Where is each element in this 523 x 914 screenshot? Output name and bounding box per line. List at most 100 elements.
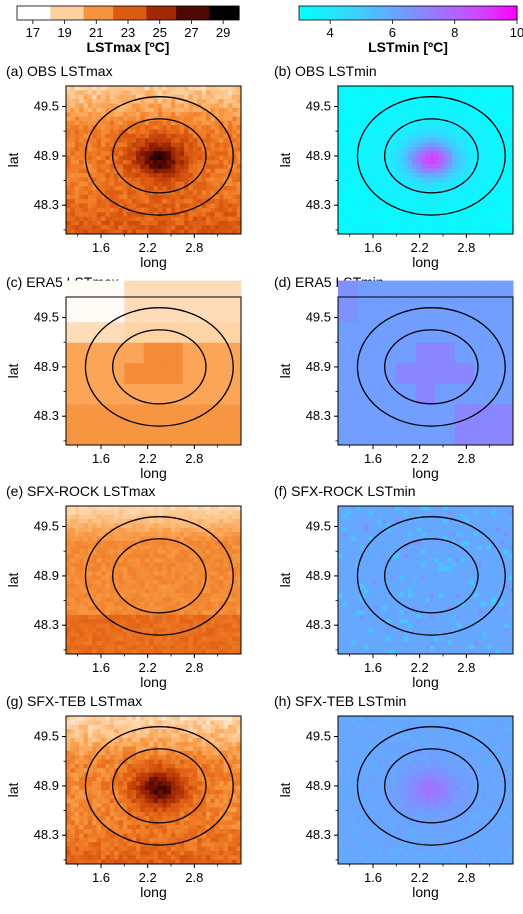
heatmap-cell xyxy=(219,619,224,624)
heatmap-cell xyxy=(364,203,370,209)
heatmap-cell xyxy=(74,133,80,139)
heatmap-cell xyxy=(188,112,194,117)
heatmap-cell xyxy=(386,116,391,122)
heatmap-cell xyxy=(491,190,496,196)
heatmap-cell xyxy=(179,177,185,183)
heatmap-cell xyxy=(394,614,400,620)
heatmap-cell xyxy=(456,225,461,231)
heatmap-cell xyxy=(373,571,378,577)
heatmap-cell xyxy=(197,606,203,611)
heatmap-cell xyxy=(118,216,124,222)
heatmap-cell xyxy=(179,514,185,520)
heatmap-cell xyxy=(425,112,431,117)
heatmap-cell xyxy=(192,640,198,646)
heatmap-cell xyxy=(346,133,352,139)
heatmap-cell xyxy=(122,640,128,646)
heatmap-cell xyxy=(456,216,461,222)
heatmap-cell xyxy=(201,168,207,174)
heatmap-cell xyxy=(153,649,159,655)
heatmap-cell xyxy=(386,597,391,603)
heatmap-cell xyxy=(74,514,80,520)
heatmap-cell xyxy=(368,86,374,91)
heatmap-cell xyxy=(359,177,365,183)
heatmap-cell xyxy=(390,580,396,585)
heatmap-cell xyxy=(188,588,194,594)
heatmap-cell xyxy=(92,523,98,529)
heatmap-cell xyxy=(144,120,150,126)
heatmap-cell xyxy=(386,99,391,104)
heatmap-cell xyxy=(157,225,163,231)
heatmap-cell xyxy=(105,623,111,629)
heatmap-cell xyxy=(429,186,435,191)
heatmap-cell xyxy=(96,120,102,126)
heatmap-cell xyxy=(373,606,378,611)
heatmap-cell xyxy=(403,203,409,209)
heatmap-cell xyxy=(162,649,168,655)
heatmap-cell xyxy=(219,216,224,222)
heatmap-cell xyxy=(377,133,383,139)
heatmap-cell xyxy=(443,142,448,148)
heatmap-cell xyxy=(429,164,435,170)
heatmap-cell xyxy=(127,190,133,196)
heatmap-cell xyxy=(210,142,216,148)
heatmap-cell xyxy=(131,523,137,529)
heatmap-cell xyxy=(399,649,405,655)
heatmap-cell xyxy=(342,645,348,651)
heatmap-cell xyxy=(175,225,181,231)
heatmap-cell xyxy=(140,181,146,187)
heatmap-cell xyxy=(192,623,198,629)
heatmap-cell xyxy=(482,203,488,209)
heatmap-cell xyxy=(364,173,370,178)
heatmap-cell xyxy=(425,194,431,200)
heatmap-cell xyxy=(390,212,396,217)
heatmap-cell xyxy=(175,160,181,165)
heatmap-cell xyxy=(101,125,106,130)
heatmap-cell xyxy=(136,164,141,170)
colorbar-swatch xyxy=(194,6,199,20)
heatmap-cell xyxy=(438,216,444,222)
heatmap-cell xyxy=(232,173,238,178)
heatmap-cell xyxy=(464,212,470,217)
heatmap-cell xyxy=(214,649,220,655)
heatmap-cell xyxy=(171,225,176,231)
heatmap-cell xyxy=(473,199,479,204)
heatmap-cell xyxy=(92,138,98,143)
heatmap-cell xyxy=(338,623,343,629)
heatmap-cell xyxy=(469,194,475,200)
heatmap-cell xyxy=(131,571,137,577)
heatmap-cell xyxy=(210,125,216,130)
heatmap-cell xyxy=(122,601,128,607)
heatmap-cell xyxy=(227,173,233,178)
heatmap-cell xyxy=(149,532,154,537)
heatmap-cell xyxy=(368,553,374,559)
heatmap-cell xyxy=(136,588,141,594)
heatmap-cell xyxy=(114,133,119,139)
heatmap-cell xyxy=(188,510,194,516)
heatmap-cell xyxy=(144,199,150,204)
heatmap-cell xyxy=(74,177,80,183)
heatmap-cell xyxy=(390,190,396,196)
heatmap-cell xyxy=(219,138,224,143)
colorbar-swatch xyxy=(179,6,185,20)
heatmap-cell xyxy=(153,112,159,117)
heatmap-cell xyxy=(368,229,374,235)
heatmap-cell xyxy=(214,523,220,529)
heatmap-cell xyxy=(232,514,238,520)
heatmap-cell xyxy=(408,601,413,607)
heatmap-cell xyxy=(87,125,93,130)
heatmap-cell xyxy=(149,199,154,204)
heatmap-cell xyxy=(227,575,233,581)
heatmap-cell xyxy=(109,220,115,226)
heatmap-cell xyxy=(79,220,84,226)
heatmap-cell xyxy=(364,553,370,559)
heatmap-cell xyxy=(171,575,176,581)
heatmap-cell xyxy=(66,610,71,616)
colorbar-swatch xyxy=(176,6,181,20)
heatmap-cell xyxy=(373,540,378,546)
heatmap-cell xyxy=(359,120,365,126)
heatmap-cell xyxy=(381,90,387,96)
heatmap-cell xyxy=(214,203,220,209)
heatmap-cell xyxy=(219,649,224,655)
heatmap-cell xyxy=(157,229,163,235)
heatmap-cell xyxy=(157,173,163,178)
